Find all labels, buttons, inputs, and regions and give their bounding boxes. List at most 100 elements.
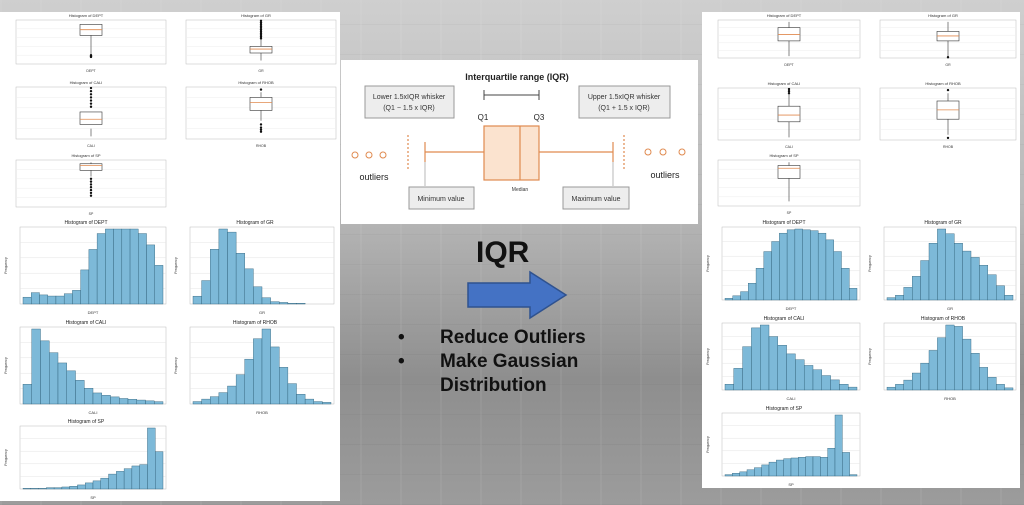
histogram-bar — [798, 457, 806, 477]
outlier-point — [89, 86, 93, 90]
boxplot-xlabel: SP — [89, 212, 94, 216]
outlier-point — [787, 89, 791, 93]
boxplot-chart: Histogram of GR GR — [185, 13, 337, 73]
outlier-point — [946, 56, 950, 59]
outlier-point — [259, 130, 263, 133]
histogram-bar — [724, 474, 733, 477]
histogram-bar — [912, 276, 921, 301]
histogram-bar — [732, 295, 741, 301]
boxplot-xlabel: GR — [258, 69, 264, 73]
histogram-bar — [287, 383, 297, 405]
histogram-bar — [279, 367, 289, 405]
histogram-bar — [55, 295, 65, 305]
histogram-chart: Histogram of SP SP Frequency — [4, 419, 167, 500]
min-label-box — [408, 186, 475, 210]
histogram-bar — [154, 401, 164, 405]
histogram-bar — [253, 286, 263, 305]
histogram-bar — [210, 249, 220, 305]
histogram-title: Histogram of SP — [766, 406, 803, 412]
outlier-point — [678, 148, 686, 156]
histogram-bar — [136, 399, 146, 405]
histogram-bar — [953, 326, 963, 391]
histogram-bar — [75, 380, 85, 405]
histogram-bar — [987, 377, 997, 391]
histogram-bar — [49, 352, 59, 405]
histogram-bar — [771, 241, 780, 301]
histogram-bar — [218, 228, 228, 305]
outlier-point — [89, 194, 93, 197]
histogram-title: Histogram of SP — [68, 419, 105, 425]
histogram-bar — [847, 386, 858, 391]
histogram-bar — [987, 274, 997, 301]
boxplot-title: Histogram of CALI — [70, 80, 103, 85]
histogram-bar — [802, 229, 811, 301]
histogram-ylabel: Frequency — [4, 449, 8, 466]
histogram-xlabel: DEPT — [786, 306, 797, 311]
benefit-text-3: Distribution — [440, 375, 547, 396]
histogram-bar — [812, 456, 821, 477]
histogram-xlabel: CALI — [89, 410, 98, 415]
histogram-chart: Histogram of GR GR Frequency — [174, 220, 335, 315]
histogram-bar — [895, 295, 904, 301]
outlier-point — [787, 92, 791, 95]
histogram-bar — [970, 257, 980, 301]
histogram-bar — [279, 302, 289, 305]
outlier-point — [89, 180, 93, 183]
histogram-bar — [88, 249, 98, 305]
boxplot-xlabel: RHOB — [256, 144, 267, 148]
outlier-point — [259, 26, 263, 30]
histogram-bar — [31, 328, 41, 405]
outlier-point — [351, 151, 359, 159]
bullet-dot: • — [398, 351, 405, 372]
benefit-item: • Make Gaussian — [398, 350, 586, 374]
histogram-bar — [810, 230, 819, 301]
histogram-bar — [92, 392, 102, 405]
min-label: Minimum value — [417, 196, 464, 203]
benefit-item: Distribution — [398, 374, 586, 398]
histogram-bar — [1004, 387, 1014, 391]
histogram-bar — [192, 295, 202, 305]
histogram-bar — [85, 482, 94, 490]
histogram-bar — [953, 243, 963, 301]
histogram-bar — [724, 298, 733, 301]
histogram-bar — [820, 457, 828, 477]
outlier-point — [379, 151, 387, 159]
histogram-chart: Histogram of CALI CALI Frequency — [706, 316, 861, 401]
histogram-bar — [72, 290, 81, 305]
box — [79, 111, 103, 125]
iqr-diagram-svg: Interquartile range (IQR) Lower 1.5xIQR … — [351, 72, 686, 210]
boxplot-title: Histogram of GR — [928, 13, 958, 18]
max-label-box — [562, 186, 630, 210]
histogram-bar — [903, 379, 913, 391]
histogram-bar — [296, 394, 306, 405]
histogram-bar — [296, 303, 306, 305]
outlier-point — [89, 99, 93, 102]
boxplot-xlabel: GR — [945, 63, 951, 67]
histogram-bar — [253, 338, 263, 405]
outlier-point — [89, 188, 93, 192]
histogram-chart: Histogram of DEPT DEPT Frequency — [706, 220, 861, 311]
lower-whisker-label-2: (Q1 − 1.5 x IQR) — [383, 105, 435, 112]
median-label: Median — [512, 187, 529, 193]
boxplot-xlabel: RHOB — [943, 145, 954, 149]
outlier-point — [259, 126, 263, 129]
histogram-title: Histogram of GR — [236, 220, 274, 226]
histogram-bar — [760, 324, 770, 391]
q1-label: Q1 — [478, 113, 489, 122]
histogram-bar — [313, 401, 323, 405]
outlier-point — [259, 21, 263, 24]
histogram-bar — [261, 328, 271, 405]
histogram-bar — [57, 362, 67, 405]
outlier-point — [259, 23, 263, 26]
histogram-bar — [817, 232, 827, 301]
histogram-bar — [786, 229, 796, 301]
histogram-bar — [210, 396, 220, 405]
histogram-bar — [751, 327, 761, 391]
boxplot-title: Histogram of DEPT — [767, 13, 802, 18]
histogram-bar — [244, 358, 254, 405]
boxplot-chart: Histogram of DEPT DEPT — [717, 13, 861, 67]
boxplot-xlabel: DEPT — [784, 63, 794, 67]
histogram-bar — [201, 280, 211, 305]
histogram-chart: Histogram of DEPT DEPT Frequency — [4, 220, 167, 315]
histogram-bar — [235, 374, 245, 405]
